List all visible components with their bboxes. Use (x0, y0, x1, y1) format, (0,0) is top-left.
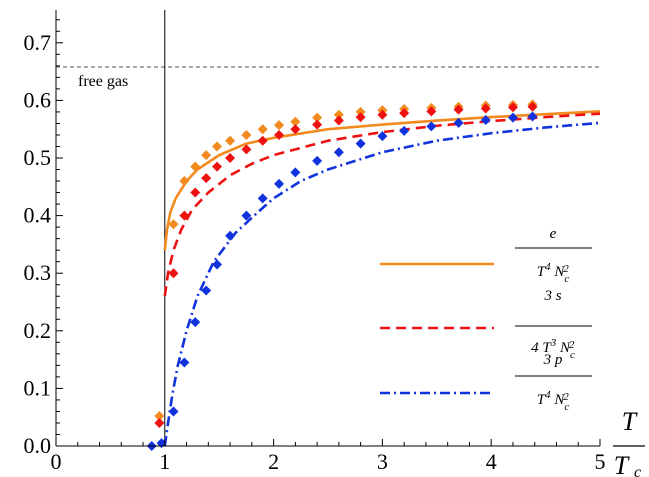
series-1-point (179, 210, 190, 221)
series-0-point (190, 161, 201, 172)
series-0-point (312, 112, 323, 123)
series-0-point (257, 124, 268, 135)
series-1-point (257, 135, 268, 146)
series-1-point (507, 102, 518, 113)
series-2-point (190, 317, 201, 328)
legend-denominator-1: 4 T3 Nc2 (531, 337, 575, 361)
series-2-point (257, 193, 268, 204)
series-1-point (225, 153, 236, 163)
series-0-point (355, 106, 366, 117)
series-2-point (201, 285, 212, 296)
series-2-point (426, 121, 437, 132)
x-axis-label-denominator: T (614, 451, 630, 477)
series-0-point (274, 120, 285, 131)
series-0-point (168, 219, 179, 230)
y-tick-label: 0.6 (24, 87, 52, 112)
series-0-point (241, 129, 252, 140)
series-0-point (225, 135, 236, 146)
series-1-point (241, 144, 252, 155)
legend-entry-0: e T4 Nc2 (380, 226, 592, 285)
series-1-point (212, 161, 223, 172)
series-1-point (201, 173, 212, 184)
series-0-point (333, 109, 344, 120)
series-2-point (507, 112, 518, 123)
x-tick-label: 5 (595, 449, 606, 474)
series-1-point (377, 109, 388, 120)
series-2-point (212, 259, 223, 270)
series-1-curve (163, 112, 601, 297)
series-2-curve (163, 121, 601, 447)
y-tick-label: 0.3 (24, 260, 52, 285)
series-1-point (480, 103, 491, 114)
series-2-point (241, 210, 252, 221)
x-tick-label: 4 (486, 449, 497, 474)
free-gas-label: free gas (78, 73, 128, 90)
y-tick-label: 0.4 (24, 203, 52, 228)
series-2-point (377, 131, 388, 142)
series-1-point (426, 106, 437, 117)
series-2-point (312, 155, 323, 166)
series-1-point (312, 119, 323, 130)
series-0-point (179, 176, 190, 187)
y-tick-label: 0.1 (24, 375, 52, 400)
legend-numerator-1: 3 s (543, 288, 561, 304)
series-1-point (290, 124, 301, 135)
series-1-point (527, 101, 538, 112)
series-2-point (225, 230, 236, 241)
x-tick-label: 2 (268, 449, 279, 474)
series-2-point (179, 357, 190, 368)
legend-entry-1: 3 s 4 T3 Nc2 (380, 288, 592, 361)
series-1-point (453, 104, 464, 115)
y-tick-label: 0.2 (24, 318, 52, 343)
legend-denominator-0: T4 Nc2 (537, 261, 570, 285)
series-2-point (168, 406, 179, 417)
series-1-point (355, 112, 366, 123)
series-1-point (274, 129, 285, 140)
series-1-point (168, 268, 179, 279)
y-tick-label: 0.7 (24, 30, 52, 55)
series-2-point (274, 178, 285, 189)
series-0-curve (163, 110, 601, 251)
series-2-point (333, 147, 344, 158)
series-2-point (355, 138, 366, 149)
series-0-point (290, 116, 301, 127)
legend-numerator-2: 3 p (543, 352, 563, 368)
series-1-point (333, 115, 344, 126)
series-1-point (399, 108, 410, 119)
x-axis-label-numerator: T (622, 407, 638, 436)
y-tick-label: 0.5 (24, 145, 52, 170)
legend-numerator-0: e (550, 226, 557, 242)
series-2-point (480, 114, 491, 125)
y-tick-label: 0.0 (24, 433, 52, 458)
x-axis-label-subscript: c (634, 464, 641, 477)
x-tick-label: 1 (159, 449, 170, 474)
plot-area: free gas (56, 10, 601, 451)
series-1-point (154, 417, 165, 428)
series-0-point (201, 150, 212, 161)
series-0-point (212, 141, 223, 152)
x-tick-label: 0 (51, 449, 62, 474)
series-2-point (527, 111, 538, 122)
series-2-point (453, 117, 464, 128)
legend-denominator-2: T4 Nc2 (537, 389, 570, 413)
series-2-point (290, 167, 301, 178)
legend-entry-2: 3 p T4 Nc2 (380, 352, 592, 413)
series-1-point (190, 187, 201, 198)
axes: 0 1 2 3 4 5 0.0 0.1 0.2 0.3 0.4 0.5 0.6 0.7 TT c (24, 10, 645, 477)
x-tick-label: 3 (377, 449, 388, 474)
series-2-point (399, 125, 410, 136)
series-0-point (154, 411, 165, 422)
